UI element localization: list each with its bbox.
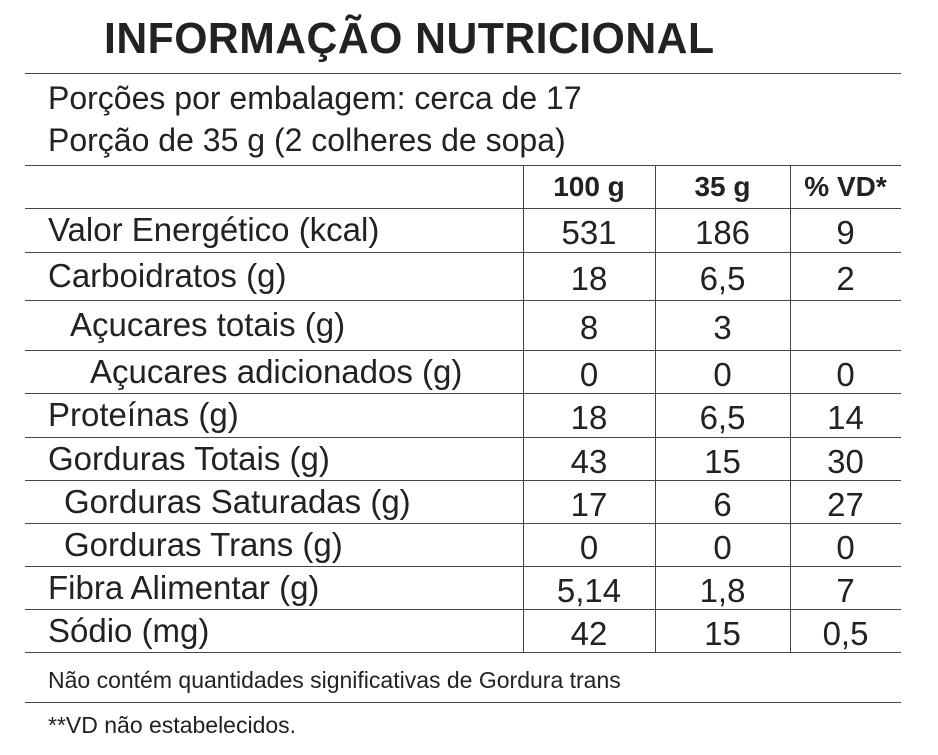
row-label: Açucares totais (g) [70, 306, 346, 343]
cell-value: 15 [704, 614, 741, 652]
cell-value: 2 [836, 260, 855, 297]
column-rule [523, 165, 524, 652]
column-header: 35 g [694, 170, 751, 202]
column-rule [655, 165, 656, 652]
cell-value: 5,14 [556, 571, 622, 609]
row-label: Gorduras Trans (g) [64, 525, 343, 563]
cell-value: 0 [713, 528, 732, 566]
cell-value: 27 [827, 485, 864, 523]
cell-value: 30 [827, 442, 864, 480]
cell-value: 531 [561, 214, 617, 251]
cell-value: 17 [570, 485, 608, 523]
cell-value: 18 [570, 399, 608, 436]
row-label: Proteínas (g) [48, 396, 239, 433]
row-label: Gorduras Totais (g) [48, 439, 330, 477]
cell-value: 0 [579, 528, 599, 566]
footnote: **VD não estabelecidos. [48, 712, 297, 738]
cell-value: 43 [570, 442, 608, 480]
column-rule [790, 165, 791, 652]
row-rule [25, 393, 901, 394]
title: INFORMAÇÃO NUTRICIONAL [104, 14, 715, 63]
row-label: Sódio (mg) [48, 611, 210, 649]
row-rule [25, 566, 901, 567]
cell-value: 0 [836, 355, 855, 393]
cell-value: 0 [836, 528, 855, 566]
rule [25, 165, 901, 166]
cell-value: 0 [713, 355, 732, 393]
cell-value: 18 [570, 260, 608, 297]
cell-value: 9 [836, 214, 855, 251]
row-rule [25, 523, 901, 524]
row-rule [25, 300, 901, 301]
column-header: 100 g [553, 170, 625, 202]
row-rule [25, 480, 901, 481]
cell-value: 1,8 [699, 571, 746, 609]
row-label: Valor Energético (kcal) [48, 211, 380, 248]
servings: Porções por embalagem: cerca de 17 [48, 80, 582, 116]
cell-value: 15 [704, 442, 741, 480]
rule [25, 73, 901, 74]
row-rule [25, 437, 901, 438]
row-rule [25, 609, 901, 610]
portion: Porção de 35 g (2 colheres de sopa) [48, 122, 566, 158]
cell-value: 0 [579, 355, 599, 393]
rule [25, 702, 901, 703]
row-label: Açucares adicionados (g) [90, 352, 463, 390]
row-label: Gorduras Saturadas (g) [64, 482, 411, 520]
footnote: Não contém quantidades significativas de… [48, 667, 621, 693]
row-label: Fibra Alimentar (g) [48, 568, 320, 606]
column-header: % VD* [804, 170, 887, 202]
cell-value: 42 [570, 614, 608, 652]
row-rule [25, 208, 901, 209]
row-label: Carboidratos (g) [48, 257, 287, 294]
cell-value: 6,5 [699, 399, 746, 436]
cell-value: 8 [579, 309, 599, 346]
cell-value: 6,5 [699, 260, 746, 297]
row-rule [25, 252, 901, 253]
cell-value: 186 [694, 214, 751, 251]
row-rule [25, 350, 901, 351]
cell-value: 0,5 [822, 614, 869, 652]
cell-value: 14 [827, 399, 864, 436]
cell-value: 3 [713, 309, 732, 346]
row-rule [25, 652, 901, 653]
cell-value: 6 [713, 485, 732, 523]
cell-value: 7 [836, 571, 855, 609]
